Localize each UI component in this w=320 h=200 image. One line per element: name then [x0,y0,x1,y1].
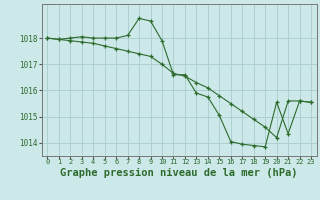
X-axis label: Graphe pression niveau de la mer (hPa): Graphe pression niveau de la mer (hPa) [60,168,298,178]
